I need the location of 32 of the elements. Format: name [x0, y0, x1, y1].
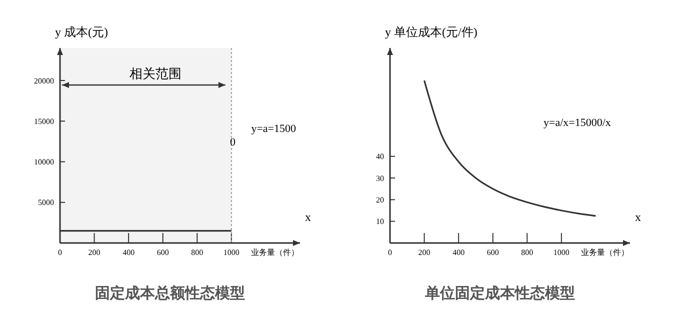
x-tick-label: 0 [58, 248, 62, 257]
y-tick-label: 30 [376, 174, 384, 183]
y-tick-label: 15000 [34, 116, 54, 126]
text: x [635, 210, 641, 224]
x-tick-label: 600 [156, 248, 169, 257]
x-tick-label: 800 [191, 248, 204, 257]
x-tick-label: 1000 [553, 248, 570, 257]
text: x [305, 210, 311, 224]
y-tick-label: 20 [376, 195, 384, 204]
x-tick-label: 600 [486, 248, 499, 257]
x-tick-label: 200 [88, 248, 100, 257]
x-tick-label: 0 [388, 248, 392, 257]
x-tick-label: 1000 [223, 248, 240, 257]
y-tick-label: 10000 [34, 158, 54, 167]
x-tick-label: 800 [521, 248, 534, 257]
band-label: 相关范围 [130, 66, 182, 81]
x-tick-label: 200 [418, 248, 430, 257]
x-tick-label: 400 [452, 248, 465, 257]
x-axis-title: 业务量（件） [251, 248, 299, 257]
y-tick-label: 40 [376, 152, 384, 162]
y-tick-label: 10 [376, 217, 384, 226]
y-axis-title: y 成本(元) [55, 25, 108, 39]
y-axis-title: y 单位成本(元/件) [385, 25, 478, 39]
x-axis-title: 业务量（件） [581, 248, 629, 257]
y-tick-label: 20000 [34, 76, 54, 86]
y-tick-label: 5000 [38, 198, 54, 208]
annotation: 0 [230, 136, 236, 148]
text: 单位固定成本性态模型 [424, 284, 575, 302]
text: 固定成本总额性态模型 [95, 284, 245, 302]
annotation: y=a=1500 [251, 122, 296, 135]
x-tick-label: 400 [122, 248, 135, 257]
annotation: y=a/x=15000/x [543, 117, 612, 129]
